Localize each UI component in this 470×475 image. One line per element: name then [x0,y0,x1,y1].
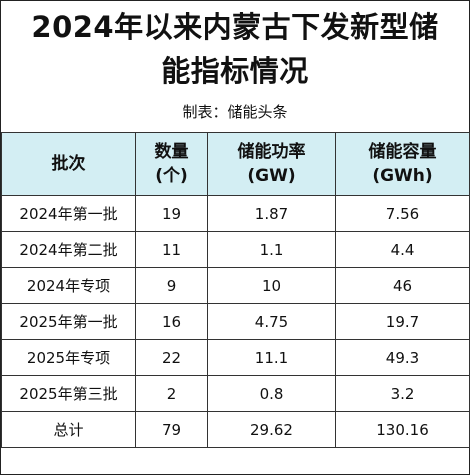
cell-count: 9 [135,267,208,304]
cell-batch: 2024年专项 [1,267,136,304]
cell-power: 11.1 [207,339,336,376]
header-power-unit: (GW) [247,166,296,186]
cell-power: 1.1 [207,231,336,268]
table-source: 制表：储能头条 [182,103,288,121]
header-power: 储能功率 (GW) [207,132,336,196]
table-row: 2024年专项 9 10 46 [1,267,470,304]
cell-batch: 2025年第一批 [1,303,136,340]
header-power-label: 储能功率 [237,142,306,162]
cell-total-label: 总计 [1,411,136,448]
cell-batch: 2025年专项 [1,339,136,376]
page-title: 2024年以来内蒙古下发新型储 能指标情况 [1,1,469,97]
header-capacity-unit: (GWh) [372,166,433,186]
table-row: 2024年第一批 19 1.87 7.56 [1,195,470,232]
cell-total-count: 79 [135,411,208,448]
total-row: 总计 79 29.62 130.16 [1,411,470,448]
table-row: 2025年专项 22 11.1 49.3 [1,339,470,376]
header-count-unit: (个) [155,166,188,186]
cell-capacity: 7.56 [335,195,470,232]
cell-count: 19 [135,195,208,232]
title-line-2: 能指标情况 [161,54,309,88]
cell-capacity: 4.4 [335,231,470,268]
cell-count: 2 [135,375,208,412]
data-table: 批次 数量 (个) 储能功率 (GW) 储能容量 (GWh) 2024年第一批 [1,132,470,448]
header-capacity: 储能容量 (GWh) [335,132,470,196]
header-capacity-label: 储能容量 [368,142,437,162]
header-batch-label: 批次 [51,154,86,174]
cell-batch: 2024年第二批 [1,231,136,268]
cell-power: 4.75 [207,303,336,340]
cell-power: 10 [207,267,336,304]
cell-capacity: 49.3 [335,339,470,376]
cell-capacity: 19.7 [335,303,470,340]
cell-capacity: 46 [335,267,470,304]
cell-total-capacity: 130.16 [335,411,470,448]
table-row: 2024年第二批 11 1.1 4.4 [1,231,470,268]
table-row: 2025年第一批 16 4.75 19.7 [1,303,470,340]
cell-count: 11 [135,231,208,268]
cell-count: 16 [135,303,208,340]
cell-batch: 2025年第三批 [1,375,136,412]
cell-power: 1.87 [207,195,336,232]
cell-capacity: 3.2 [335,375,470,412]
header-row: 批次 数量 (个) 储能功率 (GW) 储能容量 (GWh) [1,132,470,196]
cell-power: 0.8 [207,375,336,412]
cell-total-power: 29.62 [207,411,336,448]
table-row: 2025年第三批 2 0.8 3.2 [1,375,470,412]
cell-count: 22 [135,339,208,376]
header-count-label: 数量 [154,142,189,162]
title-line-1: 2024年以来内蒙古下发新型储 [31,10,439,44]
header-count: 数量 (个) [135,132,208,196]
cell-batch: 2024年第一批 [1,195,136,232]
header-batch: 批次 [1,132,136,196]
